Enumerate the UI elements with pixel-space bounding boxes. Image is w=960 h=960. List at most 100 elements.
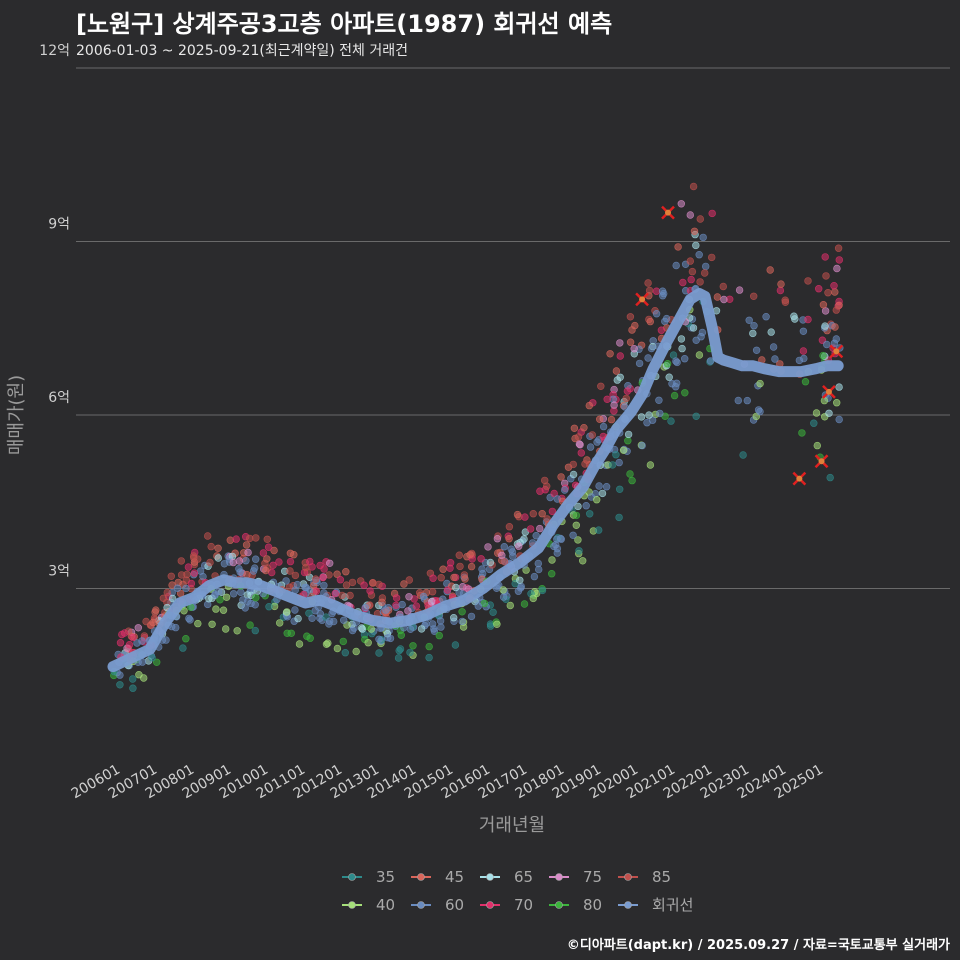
data-point — [116, 671, 124, 679]
data-point — [553, 549, 561, 557]
source-caption: ©디아파트(dapt.kr) / 2025.09.27 / 자료=국토교통부 실… — [566, 938, 950, 953]
data-point — [456, 562, 464, 571]
data-point — [116, 638, 125, 647]
data-point — [570, 424, 579, 432]
data-point — [688, 267, 697, 276]
data-point — [598, 489, 607, 498]
data-point — [593, 438, 601, 446]
data-point — [458, 608, 466, 616]
data-point — [623, 387, 632, 395]
legend-swatch-dot — [555, 901, 563, 909]
chart-subtitle: 2006-01-03 ~ 2025-09-21(최근계약일) 전체 거래건 — [76, 43, 408, 59]
data-point — [348, 578, 357, 587]
data-point — [550, 542, 558, 551]
data-point — [743, 396, 751, 405]
legend-label: 80 — [583, 896, 602, 914]
data-point — [814, 285, 823, 293]
data-point — [295, 640, 304, 648]
y-tick-label: 12억 — [39, 43, 70, 59]
data-point — [478, 565, 486, 573]
data-point — [680, 355, 689, 363]
data-point — [324, 639, 332, 647]
data-point — [493, 534, 502, 543]
data-point — [507, 545, 515, 553]
data-point — [242, 541, 251, 549]
data-point — [700, 269, 709, 277]
data-point — [602, 483, 611, 491]
data-point — [557, 473, 565, 481]
data-point — [719, 282, 727, 291]
data-point — [599, 422, 608, 431]
data-point — [672, 261, 680, 270]
data-point — [294, 614, 302, 623]
data-point — [116, 681, 124, 689]
data-point — [229, 558, 238, 567]
data-point — [819, 351, 827, 360]
data-point — [129, 633, 137, 642]
data-point — [443, 586, 452, 594]
data-point — [572, 511, 581, 520]
data-point — [212, 605, 220, 613]
data-point — [626, 338, 635, 346]
data-point — [615, 485, 624, 493]
data-point — [800, 354, 808, 363]
data-point — [616, 352, 624, 360]
legend-item: 45 — [411, 868, 464, 886]
data-point — [695, 351, 704, 359]
data-point — [409, 642, 417, 650]
data-point — [406, 648, 414, 657]
data-point — [739, 451, 747, 459]
data-point — [251, 626, 260, 635]
data-point — [616, 339, 624, 347]
data-point — [756, 379, 764, 388]
legend-swatch-dot — [486, 873, 494, 881]
data-point — [538, 510, 546, 518]
data-point — [648, 416, 657, 424]
data-point — [777, 280, 785, 288]
data-point — [222, 593, 231, 601]
data-point — [480, 599, 489, 608]
data-point — [312, 575, 320, 583]
data-point — [677, 335, 686, 343]
data-point — [572, 521, 580, 529]
data-point — [619, 446, 628, 454]
legend-item: 40 — [342, 896, 395, 914]
data-point — [392, 594, 401, 602]
data-point — [689, 182, 698, 191]
legend-swatch-dot — [555, 873, 563, 881]
data-point — [214, 554, 223, 562]
legend-label: 회귀선 — [652, 896, 693, 914]
data-point — [275, 558, 283, 566]
data-point — [535, 524, 544, 533]
data-point — [622, 394, 630, 403]
data-point — [283, 629, 291, 637]
data-point — [259, 549, 268, 557]
y-tick-labels: 3억 6억 9억 12억 — [39, 43, 70, 580]
data-point — [662, 314, 671, 323]
data-point — [125, 640, 134, 649]
data-point — [574, 502, 582, 511]
data-point — [720, 295, 728, 304]
data-point — [246, 621, 254, 629]
data-point — [249, 567, 258, 575]
data-point — [695, 251, 703, 259]
data-point — [404, 607, 412, 615]
data-point — [526, 525, 535, 533]
data-point — [516, 576, 524, 584]
data-point — [681, 389, 689, 397]
data-point — [230, 590, 238, 598]
data-point — [656, 409, 664, 418]
legend-swatch-dot — [348, 873, 356, 881]
data-point — [734, 396, 742, 405]
data-point — [821, 307, 830, 315]
legend-item: 70 — [480, 896, 533, 914]
data-point — [211, 590, 219, 598]
data-point — [394, 654, 403, 662]
data-point — [505, 534, 513, 543]
data-point — [184, 563, 193, 571]
legend: 35 45 65 75 85 40 60 70 80 회귀선 — [342, 868, 693, 914]
special-points — [635, 205, 844, 486]
data-point — [219, 606, 228, 614]
data-point — [461, 575, 469, 583]
data-point — [303, 632, 311, 640]
